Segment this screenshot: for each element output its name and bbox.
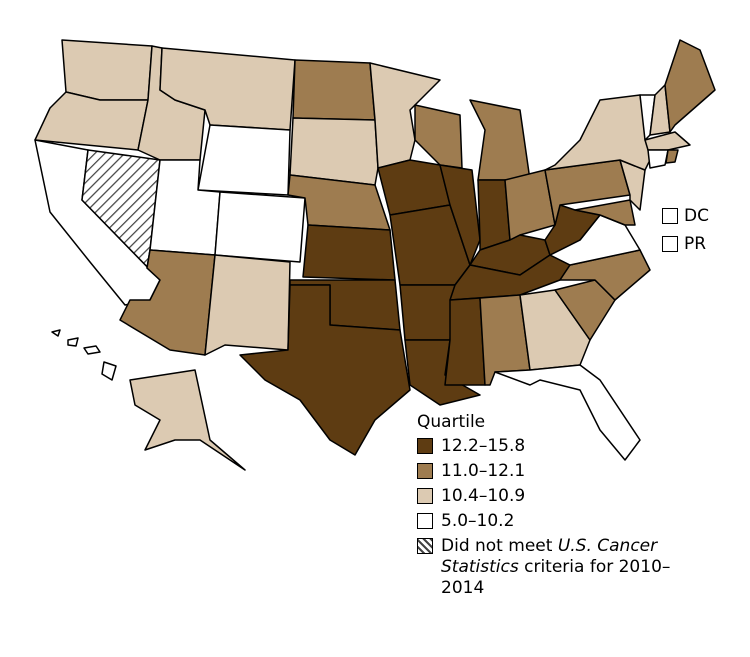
legend-label: 5.0–10.2 (441, 511, 515, 531)
pr-inset: PR (662, 234, 706, 254)
states (34, 39, 716, 471)
legend-swatch (417, 538, 433, 554)
legend-label: 12.2–15.8 (441, 436, 526, 456)
legend-label-part: Did not meet (441, 536, 558, 556)
legend-item: 5.0–10.2 (417, 511, 691, 532)
inset-swatch (662, 236, 678, 252)
legend-label-part: U.S. Cancer Statistics (441, 536, 658, 577)
legend-swatch (417, 513, 433, 529)
legend-swatch (417, 463, 433, 479)
legend-title: Quartile (417, 412, 486, 432)
legend-item: Did not meet U.S. Cancer Statistics crit… (417, 536, 691, 599)
legend-label: 10.4–10.9 (441, 486, 526, 506)
legend-item: 12.2–15.8 (417, 436, 691, 457)
legend-label-part: criteria for 2010–2014 (441, 557, 671, 598)
inset-swatch (662, 208, 678, 224)
legend-item: 10.4–10.9 (417, 486, 691, 507)
inset-label: DC (684, 206, 709, 226)
dc-inset: DC (662, 206, 709, 226)
legend-swatch (417, 438, 433, 454)
legend: Quartile 12.2–15.8 11.0–12.1 10.4–10.9 5.0–… (417, 412, 691, 599)
legend-item: 11.0–12.1 (417, 461, 691, 482)
legend-label: Did not meet U.S. Cancer Statistics crit… (441, 536, 691, 599)
legend-swatch (417, 488, 433, 504)
legend-label: 11.0–12.1 (441, 461, 526, 481)
inset-label: PR (684, 234, 707, 254)
